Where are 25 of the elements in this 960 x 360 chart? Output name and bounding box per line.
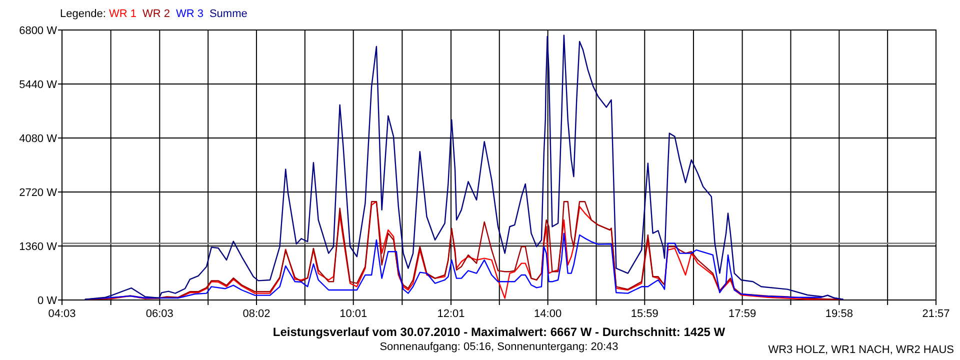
text: WR3 HOLZ, WR1 NACH, WR2 HAUS	[768, 344, 954, 356]
x-tick-label: 19:58	[825, 308, 853, 320]
x-tick-label: 12:01	[437, 308, 465, 320]
y-tick-label: 0 W	[37, 294, 58, 307]
y-tick-label: 2720 W	[19, 186, 58, 199]
text: Leistungsverlauf vom 30.07.2010 - Maximalwert: 6667 W - Durchschnitt: 1425 W	[272, 325, 726, 339]
x-tick-label: 17:59	[728, 308, 756, 320]
y-tick-label: 5440 W	[19, 78, 58, 91]
y-tick-label: 4080 W	[19, 132, 58, 145]
y-tick-label: 1360 W	[19, 240, 58, 253]
text: WR 3	[176, 8, 204, 20]
y-tick-label: 6800 W	[19, 24, 58, 37]
text: WR 1	[108, 8, 136, 20]
legend-title: Legende:	[60, 8, 109, 20]
x-tick-label: 21:57	[922, 308, 950, 320]
text: Sonnenaufgang: 05:16, Sonnenuntergang: 20:43	[380, 341, 618, 353]
text: Summe	[209, 8, 248, 20]
x-tick-label: 06:03	[146, 308, 174, 320]
x-tick-label: 08:02	[242, 308, 270, 320]
x-tick-label: 10:01	[340, 308, 368, 320]
text: WR 2	[142, 8, 170, 20]
x-tick-label: 04:03	[48, 308, 76, 320]
line-series	[84, 34, 844, 300]
x-tick-label: 14:00	[534, 308, 562, 320]
x-tick-label: 15:59	[630, 308, 658, 320]
